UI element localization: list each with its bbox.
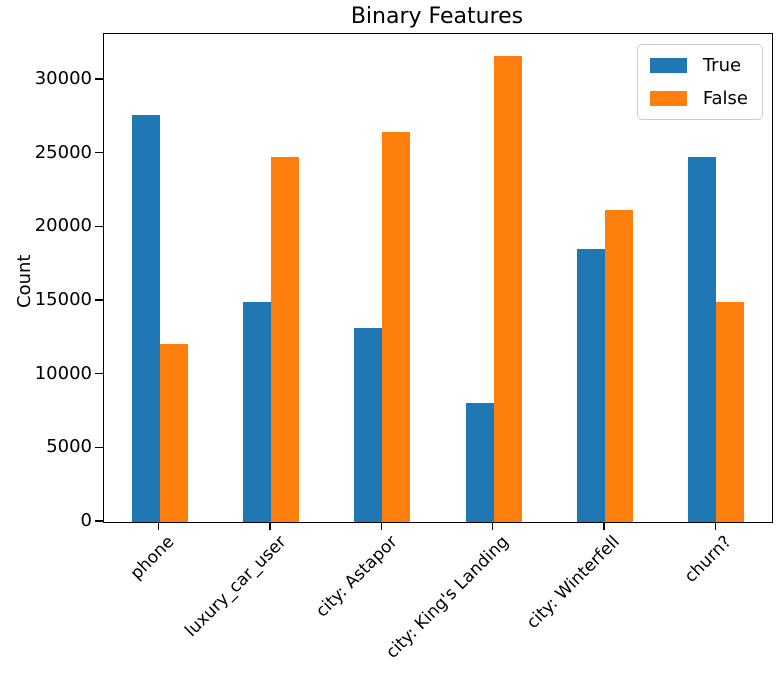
bar-true-5 (577, 249, 605, 522)
legend-item-false: False (649, 88, 748, 109)
y-tick-mark (95, 372, 103, 375)
x-tick-label: churn? (680, 532, 736, 587)
legend-label-true: True (702, 55, 742, 76)
bar-false-4 (493, 56, 522, 522)
x-tick-label: luxury_car_user (181, 532, 291, 642)
x-tick-label: city: King's Landing (382, 532, 513, 663)
x-tick-mark (269, 522, 271, 530)
x-tick-mark (603, 522, 605, 530)
y-tick-mark (95, 299, 103, 301)
y-tick-mark (95, 225, 103, 228)
bar-false-2 (271, 156, 299, 522)
bar-false-5 (605, 209, 633, 522)
y-tick-label: 15000 (34, 288, 92, 310)
legend-swatch-false-icon (649, 91, 687, 106)
bar-false-6 (716, 302, 745, 522)
legend-swatch-true-icon (649, 58, 687, 73)
plot-area: True False (103, 33, 773, 523)
bar-false-1 (159, 343, 188, 522)
x-tick-mark (491, 522, 494, 530)
bar-true-4 (465, 402, 494, 522)
legend: True False (636, 44, 763, 120)
legend-label-false: False (702, 88, 748, 109)
y-tick-mark (95, 78, 103, 80)
bar-true-6 (688, 156, 717, 522)
y-tick-label: 0 (80, 510, 92, 531)
y-tick-label: 20000 (34, 215, 92, 237)
x-tick-mark (380, 522, 383, 530)
bar-true-2 (243, 302, 271, 522)
x-tick-label: city: Winterfell (523, 532, 625, 633)
bars-layer (104, 34, 772, 522)
y-tick-mark (95, 151, 103, 154)
x-tick-mark (157, 522, 160, 530)
y-tick-mark (95, 520, 103, 522)
chart-title: Binary Features (350, 4, 524, 29)
y-tick-label: 30000 (34, 67, 92, 89)
y-tick-label: 10000 (34, 362, 92, 384)
x-tick-label: phone (127, 532, 179, 584)
x-tick-label: city: Astapor (312, 532, 402, 622)
y-tick-label: 25000 (34, 141, 92, 163)
bar-true-3 (354, 327, 383, 522)
y-tick-label: 5000 (46, 436, 92, 458)
legend-item-true: True (649, 55, 748, 76)
bar-true-1 (131, 115, 160, 522)
y-tick-mark (95, 446, 103, 449)
x-tick-mark (714, 522, 717, 530)
bar-false-3 (382, 131, 411, 522)
